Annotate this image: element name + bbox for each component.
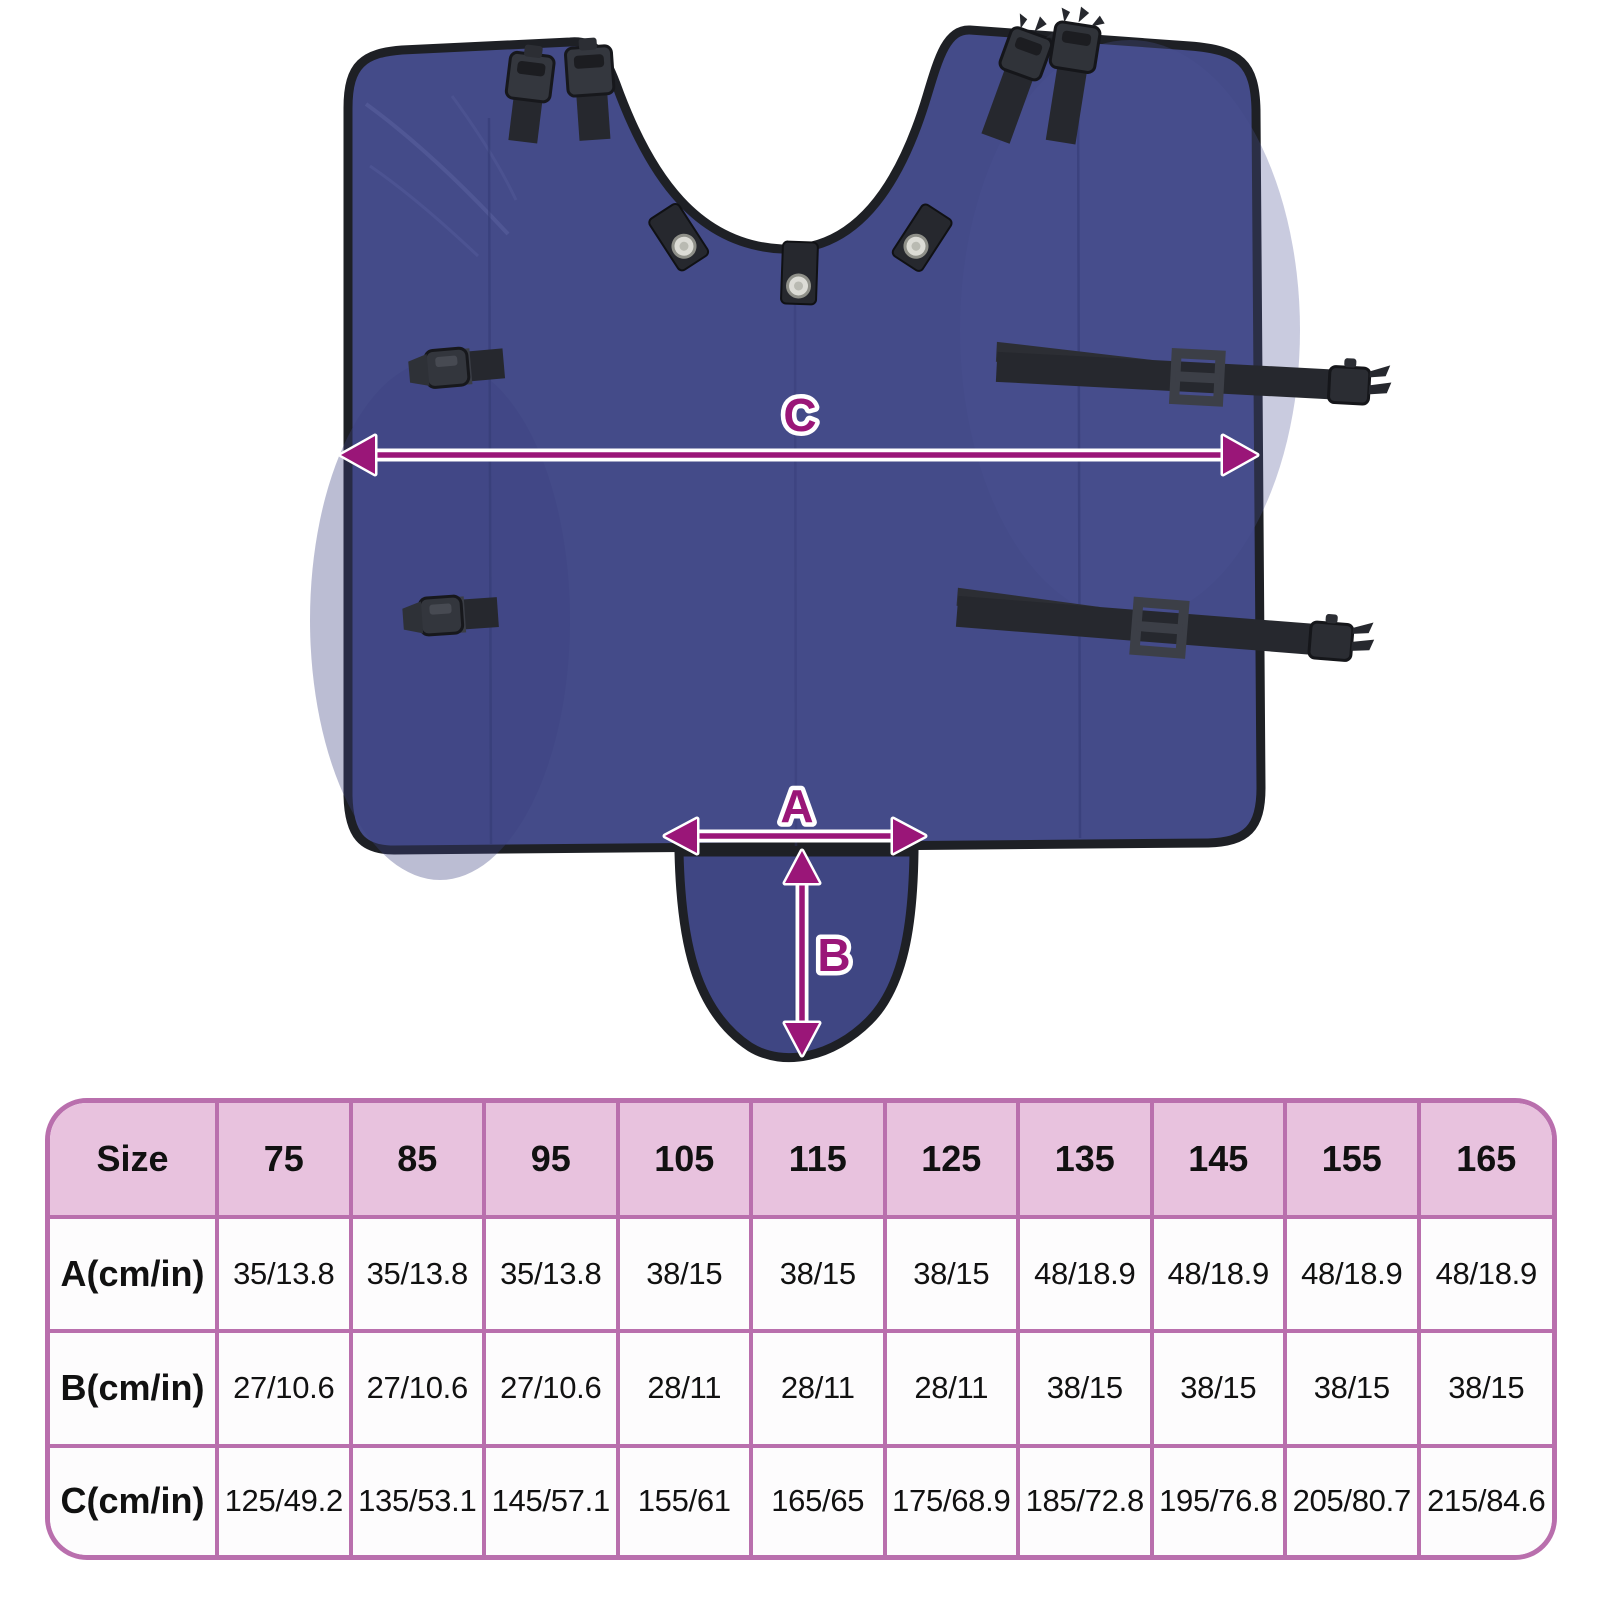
measurement-arrow-c: C — [338, 385, 1260, 477]
fabric-shading — [310, 40, 1300, 880]
measurement-arrow-a: A — [662, 776, 928, 856]
size-table-cell: 35/13.8 — [482, 1214, 620, 1334]
size-table-cell: 145/57.1 — [482, 1443, 620, 1555]
measurement-label-c: C — [783, 389, 816, 441]
size-table-cell: 125/49.2 — [215, 1443, 353, 1555]
size-table-row: C(cm/in) 125/49.2 135/53.1 145/57.1 155/61 16… — [50, 1443, 1552, 1555]
size-table-grid: Size 75 85 95 105 115 125 135 145 155 165 A(cm/in) 3… — [50, 1103, 1552, 1555]
size-table-cell: 38/15 — [1149, 1329, 1287, 1448]
size-table-cell: 48/18.9 — [1149, 1214, 1287, 1334]
side-clip-upper — [408, 346, 506, 389]
size-table-cell: 155/61 — [615, 1443, 753, 1555]
size-table-cell: 215/84.6 — [1416, 1443, 1552, 1555]
size-table-cell: 28/11 — [749, 1329, 887, 1448]
size-table-size-header: 165 — [1416, 1103, 1552, 1219]
size-table-size-header: 115 — [749, 1103, 887, 1219]
measurement-arrow-b: B — [782, 848, 855, 1058]
top-left-buckle-1 — [504, 44, 556, 144]
garment-diagram: C A B — [310, 6, 1392, 1063]
side-clip-lower — [402, 594, 499, 637]
size-table-size-header: 135 — [1016, 1103, 1154, 1219]
size-table-cell: 28/11 — [882, 1329, 1020, 1448]
size-table-cell: 38/15 — [615, 1214, 753, 1334]
size-table-cell: 48/18.9 — [1283, 1214, 1421, 1334]
size-table-cell: 185/72.8 — [1016, 1443, 1154, 1555]
size-table-cell: 48/18.9 — [1016, 1214, 1154, 1334]
size-table-corner-header: Size — [50, 1103, 219, 1219]
size-table-cell: 38/15 — [1283, 1329, 1421, 1448]
size-table-size-header: 125 — [882, 1103, 1020, 1219]
size-table-cell: 195/76.8 — [1149, 1443, 1287, 1555]
size-table-cell: 135/53.1 — [348, 1443, 486, 1555]
neck-snap-tab-center — [780, 240, 819, 306]
size-table-row-label: A(cm/in) — [50, 1214, 219, 1334]
size-table-cell: 27/10.6 — [482, 1329, 620, 1448]
size-table-header-row: Size 75 85 95 105 115 125 135 145 155 165 — [50, 1103, 1552, 1219]
size-table-size-header: 75 — [215, 1103, 353, 1219]
size-table-row: A(cm/in) 35/13.8 35/13.8 35/13.8 38/15 38/15 3… — [50, 1214, 1552, 1334]
size-table-row: B(cm/in) 27/10.6 27/10.6 27/10.6 28/11 28/11 2… — [50, 1329, 1552, 1448]
size-table-row-label: C(cm/in) — [50, 1443, 219, 1555]
size-table-size-header: 105 — [615, 1103, 753, 1219]
size-table-cell: 48/18.9 — [1416, 1214, 1552, 1334]
size-table-cell: 175/68.9 — [882, 1443, 1020, 1555]
size-table-size-header: 155 — [1283, 1103, 1421, 1219]
size-table-cell: 38/15 — [749, 1214, 887, 1334]
size-table-cell: 205/80.7 — [1283, 1443, 1421, 1555]
right-strap-upper — [995, 341, 1392, 407]
size-table-cell: 38/15 — [882, 1214, 1020, 1334]
size-table: Size 75 85 95 105 115 125 135 145 155 165 A(cm/in) 3… — [45, 1098, 1557, 1560]
size-table-cell: 28/11 — [615, 1329, 753, 1448]
size-table-size-header: 145 — [1149, 1103, 1287, 1219]
size-table-cell: 38/15 — [1416, 1329, 1552, 1448]
measurement-label-b: B — [817, 929, 850, 981]
neck-snap-tab-right — [891, 203, 953, 272]
size-table-cell: 27/10.6 — [215, 1329, 353, 1448]
top-right-strap-1 — [981, 13, 1060, 144]
top-left-buckle-2 — [564, 37, 616, 141]
size-table-cell: 38/15 — [1016, 1329, 1154, 1448]
size-table-cell: 35/13.8 — [215, 1214, 353, 1334]
size-table-size-header: 85 — [348, 1103, 486, 1219]
size-table-cell: 35/13.8 — [348, 1214, 486, 1334]
top-right-strap-2 — [1045, 6, 1105, 145]
size-table-row-label: B(cm/in) — [50, 1329, 219, 1448]
right-strap-lower — [955, 587, 1375, 662]
measurement-label-a: A — [780, 780, 813, 832]
size-table-cell: 165/65 — [749, 1443, 887, 1555]
size-table-size-header: 95 — [482, 1103, 620, 1219]
neck-snap-tab-left — [648, 202, 710, 272]
size-table-cell: 27/10.6 — [348, 1329, 486, 1448]
